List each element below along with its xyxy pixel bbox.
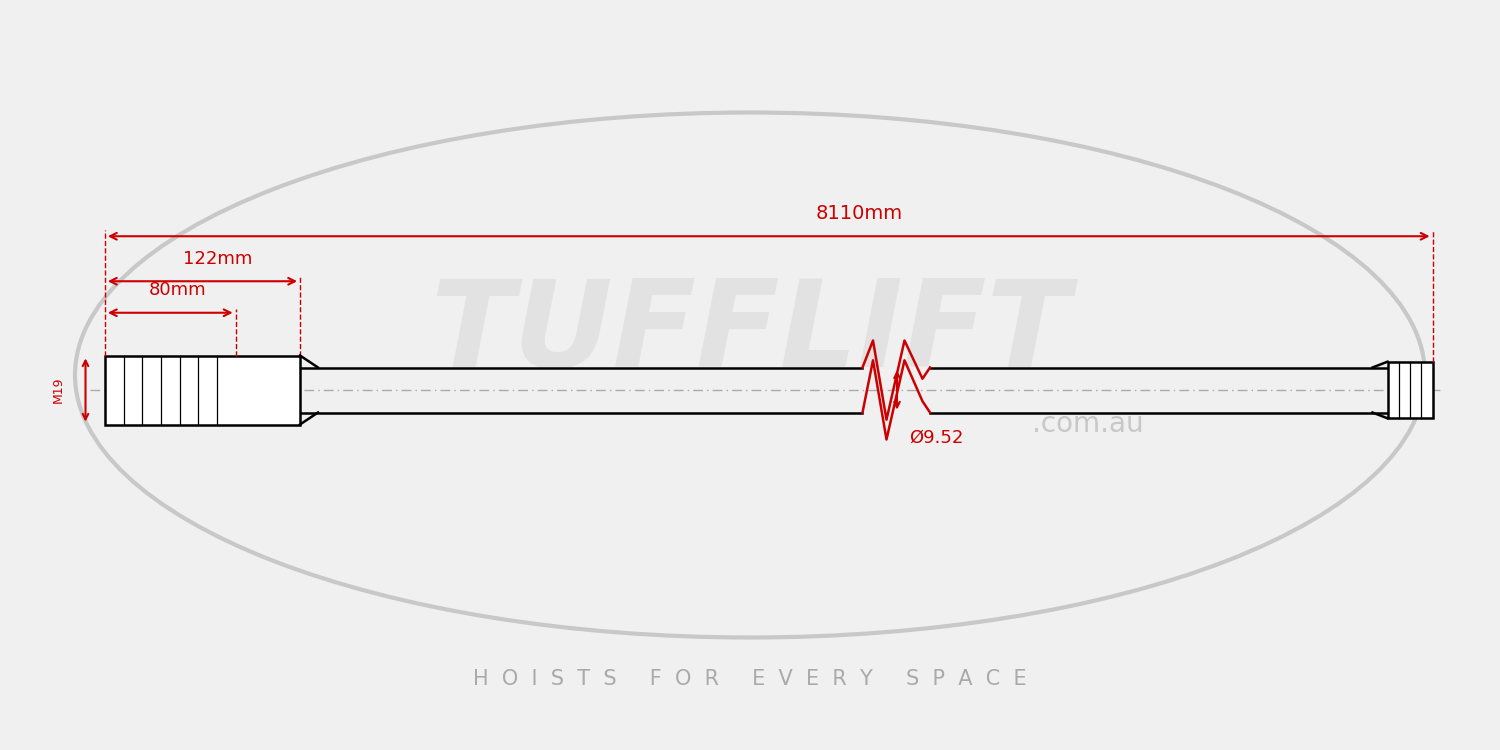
Bar [1388, 362, 1432, 419]
Bar [105, 356, 300, 424]
Text: TUFFLIFT: TUFFLIFT [430, 275, 1070, 392]
Text: .com.au: .com.au [1032, 410, 1143, 438]
Text: Ø9.52: Ø9.52 [909, 429, 963, 447]
Text: M19: M19 [53, 376, 64, 404]
Text: H  O  I  S  T  S     F  O  R     E  V  E  R  Y     S  P  A  C  E: H O I S T S F O R E V E R Y S P A C E [472, 669, 1028, 688]
Text: 8110mm: 8110mm [815, 204, 903, 223]
Text: 122mm: 122mm [183, 250, 252, 268]
Text: 80mm: 80mm [148, 281, 207, 299]
